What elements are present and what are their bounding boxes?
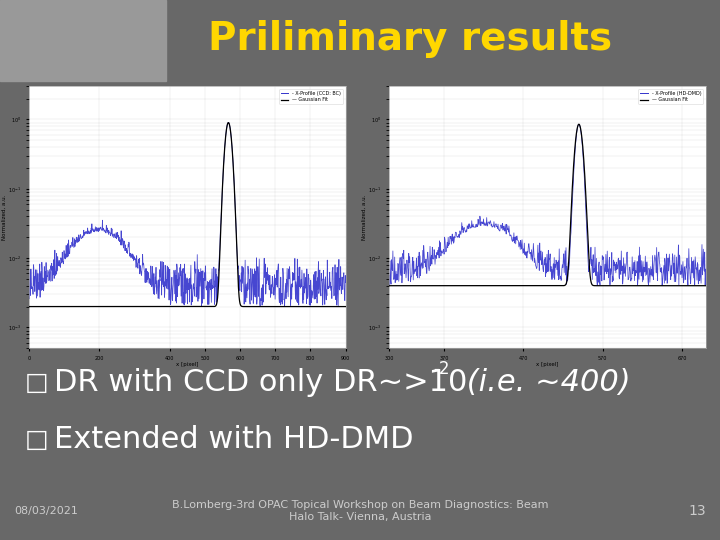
X-axis label: x [pixel]: x [pixel] [176, 362, 199, 367]
Y-axis label: Normalized, a.u.: Normalized, a.u. [361, 194, 366, 240]
Text: 08/03/2021: 08/03/2021 [14, 506, 78, 516]
Bar [0, 0, 166, 81]
Legend: - X-Profile (HD-DMD), — Gaussian Fit: - X-Profile (HD-DMD), — Gaussian Fit [639, 89, 703, 104]
X-axis label: x [pixel]: x [pixel] [536, 362, 559, 367]
Text: -2: -2 [433, 360, 450, 377]
Text: □: □ [25, 428, 49, 451]
Text: (i.e. ~400): (i.e. ~400) [457, 368, 631, 397]
Text: B.Lomberg-3rd OPAC Topical Workshop on Beam Diagnostics: Beam
Halo Talk- Vienna,: B.Lomberg-3rd OPAC Topical Workshop on B… [172, 500, 548, 522]
Text: Extended with HD-DMD: Extended with HD-DMD [54, 425, 413, 454]
Legend: - X-Profile (CCD: BC), — Gaussian Fit: - X-Profile (CCD: BC), — Gaussian Fit [279, 89, 343, 104]
Text: □: □ [25, 370, 49, 395]
Text: DR with CCD only DR~>10: DR with CCD only DR~>10 [54, 368, 467, 397]
Y-axis label: Normalized, a.u.: Normalized, a.u. [1, 194, 6, 240]
Text: 13: 13 [688, 504, 706, 518]
Text: Priliminary results: Priliminary results [208, 20, 613, 58]
